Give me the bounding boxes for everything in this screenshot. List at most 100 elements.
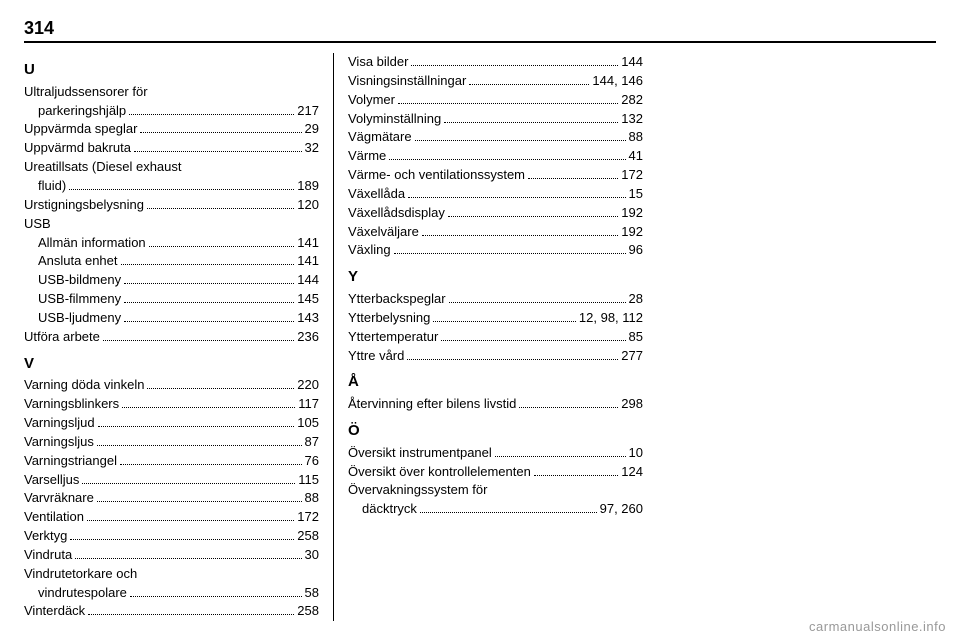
index-label: Vägmätare bbox=[348, 128, 412, 147]
index-page: 141 bbox=[297, 252, 319, 271]
index-entry: Värme- och ventilationssystem 172 bbox=[348, 166, 643, 185]
index-page: 88 bbox=[629, 128, 643, 147]
index-label: Vindrutetorkare och bbox=[24, 565, 137, 584]
index-page: 192 bbox=[621, 204, 643, 223]
index-entry: Vinterdäck258 bbox=[24, 602, 319, 621]
index-entry: Växelväljare192 bbox=[348, 223, 643, 242]
index-entry: Yttre vård277 bbox=[348, 347, 643, 366]
index-page: 236 bbox=[297, 328, 319, 347]
dot-leader bbox=[411, 65, 618, 66]
index-page: 32 bbox=[305, 139, 319, 158]
index-page: 258 bbox=[297, 602, 319, 621]
index-label: Värme bbox=[348, 147, 386, 166]
dot-leader bbox=[147, 208, 294, 209]
section-heading: Y bbox=[348, 266, 643, 288]
index-entry: däcktryck97, 260 bbox=[348, 500, 643, 519]
index-entry: Ytterbackspeglar28 bbox=[348, 290, 643, 309]
index-entry: Uppvärmd bakruta 32 bbox=[24, 139, 319, 158]
index-label: Visa bilder bbox=[348, 53, 408, 72]
index-label: Uppvärmda speglar bbox=[24, 120, 137, 139]
index-label: Värme- och ventilationssystem bbox=[348, 166, 525, 185]
index-page: 87 bbox=[305, 433, 319, 452]
index-entry: Ureatillsats (Diesel exhaust bbox=[24, 158, 319, 177]
dot-leader bbox=[121, 264, 295, 265]
dot-leader bbox=[534, 475, 618, 476]
dot-leader bbox=[448, 216, 618, 217]
index-entry: Varningsljus 87 bbox=[24, 433, 319, 452]
index-label: Yttre vård bbox=[348, 347, 404, 366]
index-column-1: UUltraljudssensorer förparkeringshjälp21… bbox=[24, 53, 319, 621]
index-label: fluid) bbox=[38, 177, 66, 196]
dot-leader bbox=[140, 132, 301, 133]
dot-leader bbox=[389, 159, 625, 160]
columns: UUltraljudssensorer förparkeringshjälp21… bbox=[24, 53, 936, 621]
index-entry: Ansluta enhet141 bbox=[24, 252, 319, 271]
index-entry: parkeringshjälp 217 bbox=[24, 102, 319, 121]
dot-leader bbox=[69, 189, 294, 190]
dot-leader bbox=[97, 445, 302, 446]
watermark: carmanualsonline.info bbox=[809, 619, 946, 634]
index-page: 28 bbox=[629, 290, 643, 309]
index-page: 145 bbox=[297, 290, 319, 309]
dot-leader bbox=[528, 178, 618, 179]
index-label: Ytterbelysning bbox=[348, 309, 430, 328]
index-entry: Växellåda15 bbox=[348, 185, 643, 204]
dot-leader bbox=[519, 407, 618, 408]
index-entry: Vägmätare 88 bbox=[348, 128, 643, 147]
index-page: 58 bbox=[305, 584, 319, 603]
index-entry: Utföra arbete236 bbox=[24, 328, 319, 347]
index-entry: Uppvärmda speglar29 bbox=[24, 120, 319, 139]
index-label: Ureatillsats (Diesel exhaust bbox=[24, 158, 182, 177]
index-entry: Urstigningsbelysning120 bbox=[24, 196, 319, 215]
index-entry: Ventilation172 bbox=[24, 508, 319, 527]
dot-leader bbox=[134, 151, 302, 152]
index-column-2: Visa bilder144Visningsinställningar144, … bbox=[348, 53, 643, 621]
index-entry: Vindrutetorkare och bbox=[24, 565, 319, 584]
index-label: Varningsljus bbox=[24, 433, 94, 452]
dot-leader bbox=[75, 558, 301, 559]
index-entry: Varvräknare88 bbox=[24, 489, 319, 508]
dot-leader bbox=[449, 302, 626, 303]
index-page: 172 bbox=[621, 166, 643, 185]
index-page: 76 bbox=[305, 452, 319, 471]
index-entry: Varning döda vinkeln220 bbox=[24, 376, 319, 395]
dot-leader bbox=[120, 464, 302, 465]
page-number: 314 bbox=[24, 18, 936, 39]
dot-leader bbox=[122, 407, 295, 408]
index-page: 41 bbox=[629, 147, 643, 166]
index-page: 192 bbox=[621, 223, 643, 242]
index-page: 144, 146 bbox=[592, 72, 643, 91]
dot-leader bbox=[147, 388, 294, 389]
index-page: 298 bbox=[621, 395, 643, 414]
dot-leader bbox=[129, 114, 294, 115]
index-page: 97, 260 bbox=[600, 500, 643, 519]
index-page: 172 bbox=[297, 508, 319, 527]
index-entry: Växling96 bbox=[348, 241, 643, 260]
index-page: 282 bbox=[621, 91, 643, 110]
index-page: 132 bbox=[621, 110, 643, 129]
dot-leader bbox=[103, 340, 294, 341]
index-label: Översikt över kontrollelementen bbox=[348, 463, 531, 482]
index-entry: Återvinning efter bilens livstid298 bbox=[348, 395, 643, 414]
index-page: 217 bbox=[297, 102, 319, 121]
dot-leader bbox=[407, 359, 618, 360]
index-entry: Översikt över kontrollelementen124 bbox=[348, 463, 643, 482]
dot-leader bbox=[82, 483, 295, 484]
section-heading: U bbox=[24, 59, 319, 81]
index-label: Växellåda bbox=[348, 185, 405, 204]
index-page: 120 bbox=[297, 196, 319, 215]
column-separator bbox=[333, 53, 334, 621]
index-label: Växling bbox=[348, 241, 391, 260]
index-label: USB-filmmeny bbox=[38, 290, 121, 309]
index-label: Uppvärmd bakruta bbox=[24, 139, 131, 158]
index-entry: Övervakningssystem för bbox=[348, 481, 643, 500]
index-label: parkeringshjälp bbox=[38, 102, 126, 121]
index-entry: Visa bilder144 bbox=[348, 53, 643, 72]
index-label: Varvräknare bbox=[24, 489, 94, 508]
dot-leader bbox=[441, 340, 625, 341]
dot-leader bbox=[444, 122, 618, 123]
dot-leader bbox=[420, 512, 597, 513]
index-page: 220 bbox=[297, 376, 319, 395]
index-label: Övervakningssystem för bbox=[348, 481, 487, 500]
index-entry: Verktyg258 bbox=[24, 527, 319, 546]
